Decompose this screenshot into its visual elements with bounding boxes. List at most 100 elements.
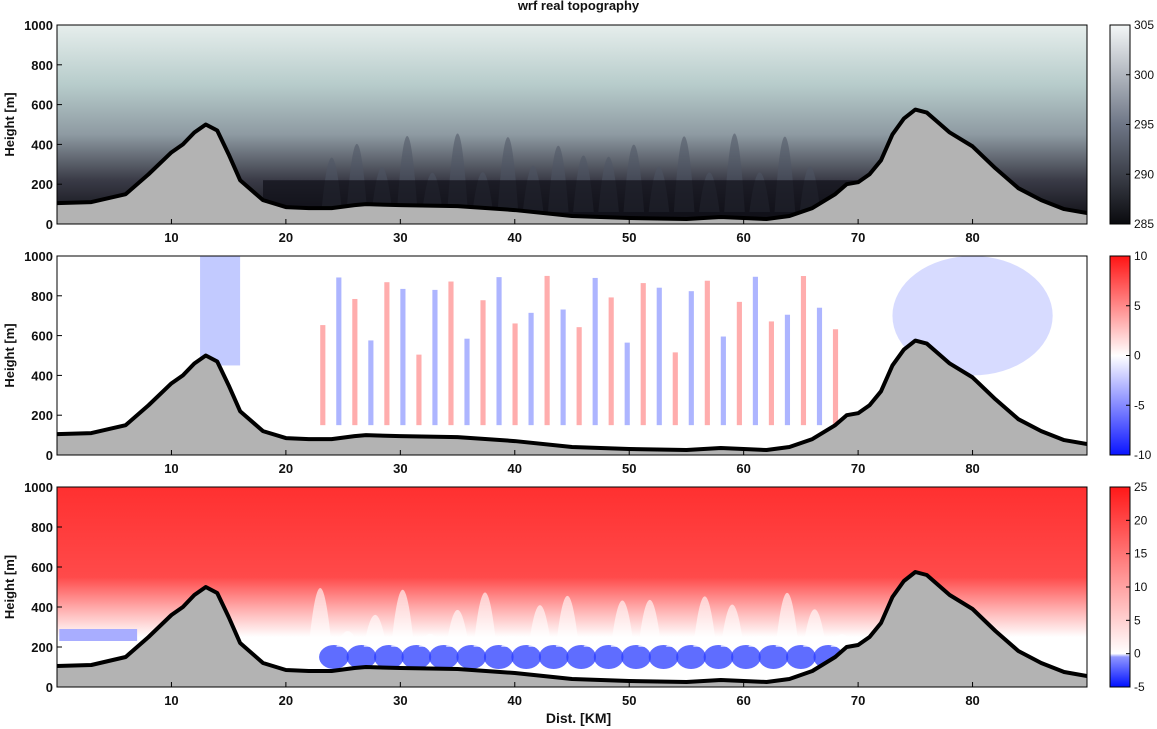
w-stripe — [704, 280, 710, 426]
reverse-flow — [319, 645, 349, 669]
wave-plume — [336, 631, 360, 647]
w-stripe — [464, 338, 470, 426]
x-tick-label: 20 — [279, 693, 293, 708]
plot-frame — [56, 255, 1088, 456]
w-stripe — [496, 277, 502, 426]
w-stripe — [800, 276, 807, 426]
wave-plume — [583, 636, 607, 647]
w-stripe — [640, 283, 646, 426]
y-tick-label: 1000 — [24, 18, 53, 33]
y-tick-label: 800 — [31, 58, 53, 73]
colorbar-tick-label: 300 — [1134, 68, 1154, 82]
colorbar-tick-label: 305 — [1134, 18, 1154, 32]
y-tick-label: 400 — [31, 600, 53, 615]
y-tick-label: 1000 — [24, 249, 53, 264]
x-tick-label: 20 — [279, 230, 293, 245]
w-stripe — [416, 354, 422, 426]
terrain-outline — [57, 338, 1087, 453]
colorbar-tick-label: 0 — [1134, 349, 1141, 363]
x-tick-label: 10 — [164, 693, 178, 708]
wave-plume — [638, 599, 662, 647]
reverse-flow — [566, 645, 597, 669]
x-tick-label: 60 — [736, 230, 750, 245]
reverse-flow — [511, 645, 542, 669]
wave-plume — [610, 600, 634, 647]
y-tick-label: 0 — [46, 680, 53, 695]
colorbar-tick-label: 15 — [1134, 547, 1148, 561]
terrain-fill — [57, 572, 1087, 687]
x-tick-label: 80 — [965, 230, 979, 245]
x-tick-label: 70 — [851, 693, 865, 708]
w-stripe — [560, 309, 566, 426]
colorbar-tick-label: -10 — [1134, 448, 1152, 462]
w-stripe — [544, 275, 550, 426]
y-tick-label: 600 — [31, 329, 53, 344]
reverse-flow — [593, 645, 624, 669]
w-stripe — [512, 323, 518, 426]
w-stripe — [528, 312, 534, 426]
wave-plume — [830, 634, 854, 647]
reverse-flow — [456, 645, 487, 669]
colorbar-tick-label: 10 — [1134, 580, 1148, 594]
wave-plume — [665, 636, 689, 647]
x-tick-label: 60 — [736, 461, 750, 476]
reverse-flow — [346, 645, 377, 669]
terrain-fill — [57, 340, 1087, 455]
wave-plume — [308, 587, 332, 647]
x-tick-label: 50 — [622, 230, 636, 245]
w-stripe — [608, 297, 614, 426]
y-tick-label: 1000 — [24, 480, 53, 495]
wave-plume — [473, 592, 497, 647]
reverse-flow — [401, 645, 432, 669]
reverse-flow-west — [59, 629, 138, 641]
y-tick-label: 0 — [46, 448, 53, 463]
w-stripe — [656, 287, 662, 426]
wave-plume — [748, 636, 772, 647]
reverse-flow — [538, 645, 569, 669]
w-stripe — [432, 289, 438, 426]
reverse-flow — [703, 645, 734, 669]
x-tick-label: 50 — [622, 461, 636, 476]
x-tick-label: 80 — [965, 693, 979, 708]
terrain-outline — [57, 570, 1087, 684]
wave-plume — [720, 604, 744, 647]
w-stripe — [592, 277, 598, 426]
y-axis-label: Height [m] — [2, 323, 17, 387]
w-stripe — [352, 298, 358, 426]
y-tick-label: 200 — [31, 640, 53, 655]
w-stripe — [768, 321, 774, 426]
x-tick-label: 60 — [736, 693, 750, 708]
downdraft-east — [892, 256, 1053, 376]
wave-plume — [446, 609, 469, 647]
reverse-flow — [483, 645, 514, 669]
w-stripe — [688, 291, 694, 426]
w-stripe — [384, 282, 390, 426]
reverse-flow — [758, 645, 789, 669]
terrain-outline — [57, 107, 1087, 222]
wave-plume — [501, 635, 524, 647]
colorbar-tick-label: 290 — [1134, 167, 1154, 181]
w-stripe — [400, 288, 406, 426]
colorbar-tick-label: -5 — [1134, 680, 1145, 694]
x-tick-label: 50 — [622, 693, 636, 708]
x-tick-label: 10 — [164, 461, 178, 476]
colorbar-tick-label: 295 — [1134, 118, 1154, 132]
chart-title: wrf real topography — [517, 0, 640, 13]
colorbar-tick-label: 5 — [1134, 299, 1141, 313]
colorbar-tick-label: -5 — [1134, 398, 1145, 412]
x-tick-label: 30 — [393, 230, 407, 245]
wave-plume — [775, 592, 799, 647]
x-tick-label: 80 — [965, 461, 979, 476]
w-stripe — [624, 342, 630, 426]
x-tick-label: 70 — [851, 461, 865, 476]
reverse-flow — [648, 645, 679, 669]
reverse-flow — [428, 645, 459, 669]
colorbar-tick-label: 10 — [1134, 249, 1148, 263]
x-axis-label: Dist. [KM] — [545, 710, 612, 726]
w-stripe — [448, 281, 454, 426]
y-tick-label: 400 — [31, 137, 53, 152]
colorbar-tick-label: 25 — [1134, 480, 1148, 494]
y-tick-label: 800 — [31, 520, 53, 535]
